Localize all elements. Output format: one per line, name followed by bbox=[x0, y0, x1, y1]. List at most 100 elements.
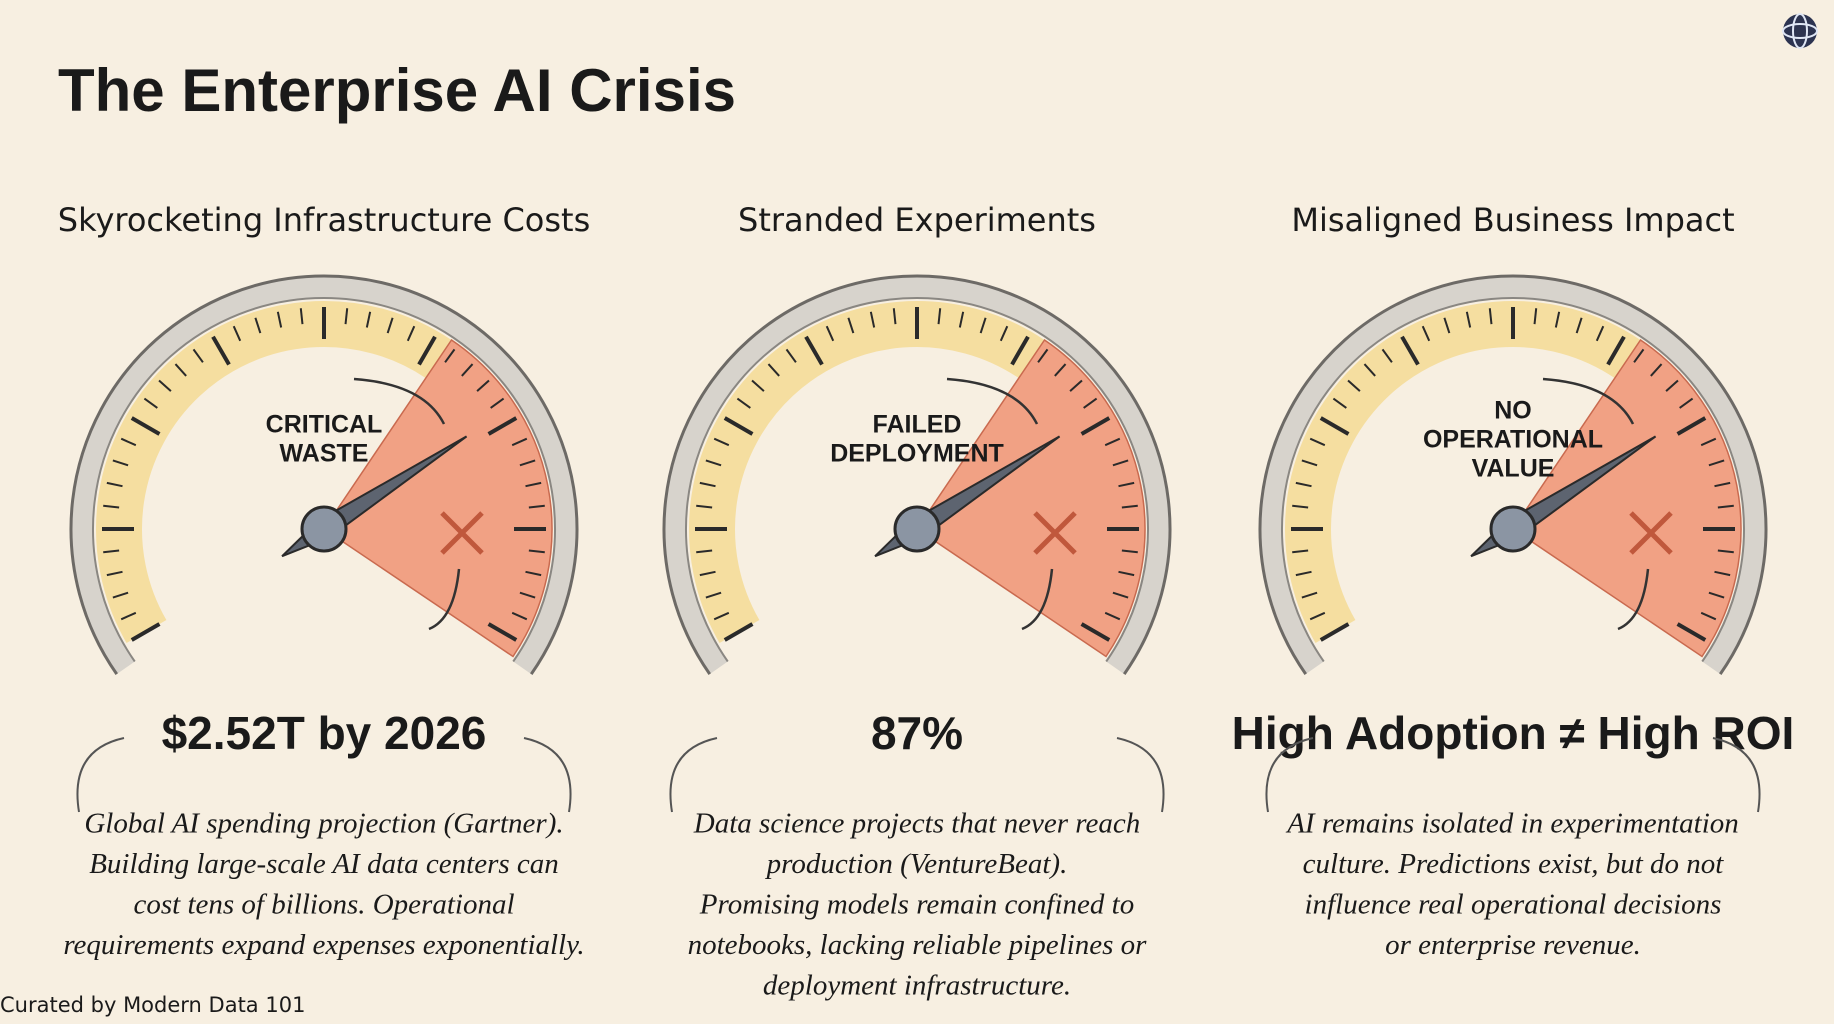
gauge-tick bbox=[699, 481, 716, 488]
gauge-tick bbox=[1080, 622, 1111, 642]
panel-stat: $2.52T by 2026 bbox=[162, 707, 487, 759]
gauge-arrow bbox=[1617, 568, 1650, 631]
description-line: Building large-scale AI data centers can bbox=[89, 848, 559, 880]
gauge-tick bbox=[528, 504, 545, 509]
side-arrow bbox=[1116, 737, 1165, 813]
panel-stat: High Adoption ≠ High ROI bbox=[1232, 707, 1795, 759]
gauge-tick bbox=[1421, 325, 1431, 342]
gauge-rim bbox=[664, 276, 1170, 675]
description-line: AI remains isolated in experimentation bbox=[1285, 808, 1739, 840]
gauge-tick bbox=[1104, 611, 1121, 621]
gauge-rim-edge bbox=[685, 296, 1149, 663]
description-line: deployment infrastructure. bbox=[763, 970, 1071, 1002]
gauge-x-mark bbox=[440, 511, 484, 555]
gauge-tick bbox=[804, 335, 824, 366]
gauge-tick bbox=[696, 549, 713, 554]
gauge-tick bbox=[1650, 363, 1663, 377]
gauge-tick bbox=[1295, 570, 1312, 577]
gauge-tick bbox=[736, 397, 751, 409]
gauge-tick bbox=[723, 416, 754, 436]
gauge-tick bbox=[525, 481, 542, 488]
gauge-x-mark bbox=[1629, 511, 1673, 555]
description-line: or enterprise revenue. bbox=[1385, 929, 1641, 961]
description-line: requirements expand expenses exponential… bbox=[63, 929, 584, 961]
gauge-tick bbox=[979, 317, 987, 334]
gauge-tick bbox=[1708, 591, 1725, 599]
gauge-tick bbox=[1465, 311, 1472, 328]
gauge-arrow bbox=[428, 568, 461, 631]
gauge-tick bbox=[869, 311, 876, 328]
gauge-tick bbox=[1080, 416, 1111, 436]
panel-heading: Stranded Experiments bbox=[738, 201, 1096, 239]
panel-stat: 87% bbox=[871, 707, 963, 759]
footer-credit: Curated by Modern Data 101 bbox=[0, 993, 305, 1017]
description-line: notebooks, lacking reliable pipelines or bbox=[688, 929, 1148, 961]
gauge-rim-edge bbox=[662, 274, 1172, 675]
gauge-tick bbox=[1319, 416, 1350, 436]
description-line: influence real operational decisions bbox=[1305, 889, 1722, 921]
gauge-label: FAILED bbox=[873, 411, 962, 439]
gauge-tick bbox=[1400, 335, 1420, 366]
gauge-tick bbox=[1083, 397, 1098, 409]
gauge-tick bbox=[490, 397, 505, 409]
gauge-tick bbox=[106, 570, 123, 577]
gauge-label: CRITICAL bbox=[266, 411, 383, 439]
gauge-tick bbox=[1118, 570, 1135, 577]
gauge-tick bbox=[406, 325, 416, 342]
gauge-tick bbox=[130, 622, 161, 642]
gauge-tick bbox=[699, 570, 716, 577]
gauge-label: VALUE bbox=[1472, 455, 1555, 483]
panel: Skyrocketing Infrastructure Costs CRITICA… bbox=[58, 201, 591, 961]
gauge-hub bbox=[893, 505, 941, 553]
gauge-red-zone bbox=[322, 338, 553, 658]
gauge-tick bbox=[713, 611, 730, 621]
gauge bbox=[662, 274, 1172, 675]
gauge-tick bbox=[1700, 611, 1717, 621]
gauge-tick bbox=[751, 379, 765, 392]
gauge-tick bbox=[1708, 459, 1725, 467]
gauge-tick bbox=[519, 459, 536, 467]
gauge-label: WASTE bbox=[280, 440, 369, 468]
gauge-tick bbox=[1309, 611, 1326, 621]
gauge-tick bbox=[713, 437, 730, 447]
panel-heading: Misaligned Business Impact bbox=[1291, 201, 1734, 239]
gauge-tick bbox=[143, 397, 158, 409]
gauge-tick bbox=[487, 622, 518, 642]
gauge-tick bbox=[1676, 416, 1707, 436]
gauge-arrow bbox=[1542, 377, 1635, 425]
gauge-tick bbox=[1533, 308, 1538, 325]
gauge-tick bbox=[192, 348, 204, 363]
gauge bbox=[1258, 274, 1768, 675]
gauge-tick bbox=[1010, 335, 1030, 366]
gauge-tick bbox=[1717, 504, 1734, 509]
gauge-tick bbox=[847, 317, 855, 334]
gauge-tick bbox=[511, 611, 528, 621]
gauge-tick bbox=[528, 549, 545, 554]
gauge-arrow bbox=[946, 377, 1039, 425]
side-arrow bbox=[1712, 737, 1761, 813]
gauge-rim bbox=[71, 276, 577, 675]
gauge-tick bbox=[1665, 379, 1679, 392]
gauge-tick bbox=[1295, 481, 1312, 488]
side-arrow bbox=[76, 737, 125, 813]
gauge-tick bbox=[487, 416, 518, 436]
gauge-tick bbox=[1301, 591, 1318, 599]
gauge-tick bbox=[1633, 348, 1645, 363]
gauge-tick bbox=[696, 504, 713, 509]
gauge-tick bbox=[254, 317, 262, 334]
gauge-tick bbox=[365, 311, 372, 328]
gauge bbox=[69, 274, 579, 675]
gauge-tick bbox=[1488, 308, 1493, 325]
gauge-tick bbox=[476, 379, 490, 392]
gauge-tick bbox=[723, 622, 754, 642]
gauge-tick bbox=[1301, 459, 1318, 467]
gauge-tick bbox=[1554, 311, 1561, 328]
gauge-tick bbox=[1332, 397, 1347, 409]
gauge-tick bbox=[958, 311, 965, 328]
gauge-tick bbox=[937, 308, 942, 325]
gauge-tick bbox=[1595, 325, 1605, 342]
gauge-tick bbox=[1676, 622, 1707, 642]
gauge-tick bbox=[444, 348, 456, 363]
